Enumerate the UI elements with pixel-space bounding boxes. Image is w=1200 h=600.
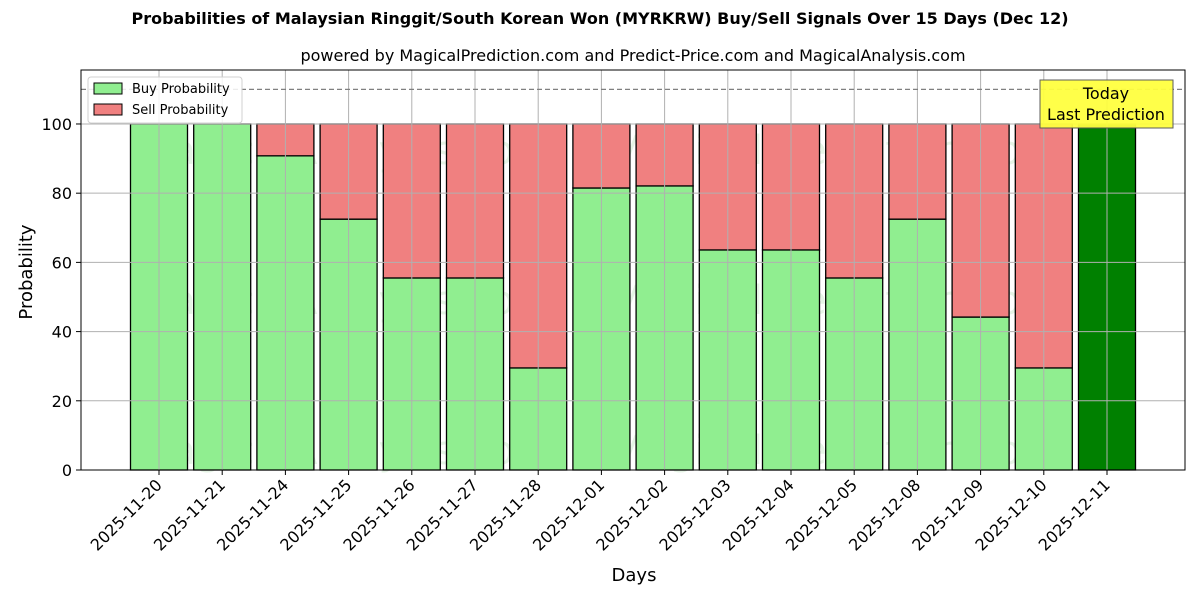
y-axis-label: Probability	[16, 224, 37, 319]
y-tick-label: 60	[52, 253, 72, 272]
y-tick-label: 40	[52, 323, 72, 342]
today-annotation: Today Last Prediction	[1039, 79, 1174, 129]
y-tick-label: 80	[52, 184, 72, 203]
chart-subtitle: powered by MagicalPrediction.com and Pre…	[300, 46, 966, 65]
legend-swatch-sell	[93, 103, 123, 116]
y-tick-label: 0	[62, 461, 72, 480]
legend: Buy Probability Sell Probability	[87, 76, 243, 124]
annotation-line-1: Today	[1082, 84, 1129, 103]
legend-swatch-buy	[93, 82, 123, 95]
y-tick-label: 20	[52, 392, 72, 411]
legend-label-sell: Sell Probability	[132, 103, 229, 118]
y-tick-label: 100	[41, 115, 72, 134]
legend-label-buy: Buy Probability	[132, 82, 230, 97]
x-axis-label: Days	[612, 565, 657, 586]
chart-title: Probabilities of Malaysian Ringgit/South…	[131, 9, 1069, 28]
annotation-line-2: Last Prediction	[1047, 105, 1165, 124]
axes-frame	[80, 69, 1186, 471]
